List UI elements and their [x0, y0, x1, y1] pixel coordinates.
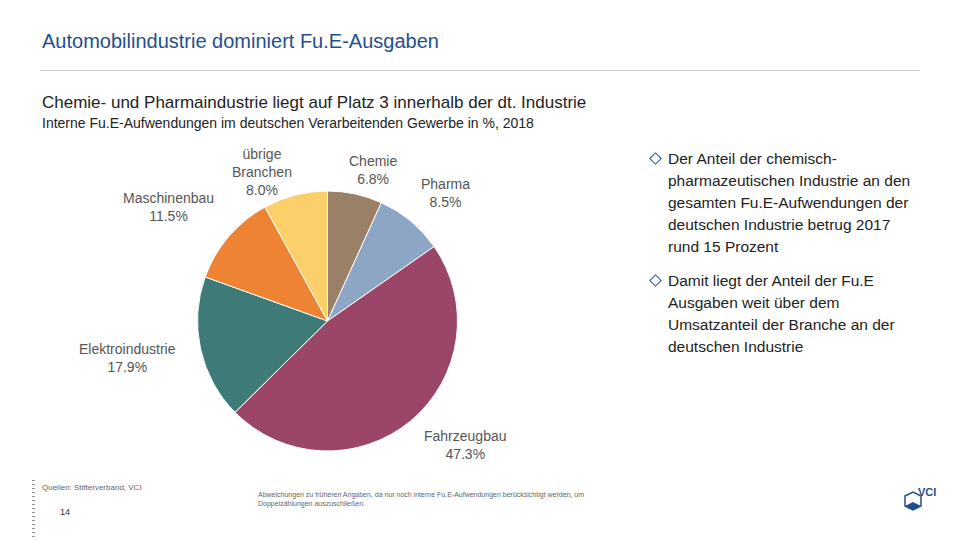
html-text:Abweichungen zu früheren Angab: Abweichungen zu früheren Angaben, da nur… [258, 491, 585, 508]
html-text:Automobilindustrie dominiert F: Automobilindustrie dominiert Fu.E-Ausgab… [42, 30, 439, 52]
html-text:Chemie- und Pharmaindustrie li: Chemie- und Pharmaindustrie liegt auf Pl… [42, 93, 587, 112]
html-text:VCI: VCI [918, 486, 937, 498]
html-text:Interne Fu.E-Aufwendungen im d: Interne Fu.E-Aufwendungen im deutschen V… [42, 115, 534, 131]
html-text:14: 14 [60, 507, 70, 517]
svg-text:Chemie6.8%: Chemie6.8% [349, 153, 397, 187]
svg-text:Pharma8.5%: Pharma8.5% [421, 176, 470, 210]
svg-text:Maschinenbau11.5%: Maschinenbau11.5% [123, 190, 214, 224]
svg-text:Elektroindustrie17.9%: Elektroindustrie17.9% [79, 341, 176, 375]
svg-text:Fahrzeugbau47.3%: Fahrzeugbau47.3% [424, 428, 507, 462]
html-text:Der Anteil der chemisch-pharma: Der Anteil der chemisch-pharmazeutischen… [668, 150, 911, 255]
html-text:Quellen: Stifterverband, VCI: Quellen: Stifterverband, VCI [42, 483, 142, 492]
html-text:Damit liegt der Anteil der Fu.: Damit liegt der Anteil der Fu.E Ausgaben… [668, 272, 895, 355]
svg-text:übrigeBranchen8.0%: übrigeBranchen8.0% [232, 146, 292, 198]
